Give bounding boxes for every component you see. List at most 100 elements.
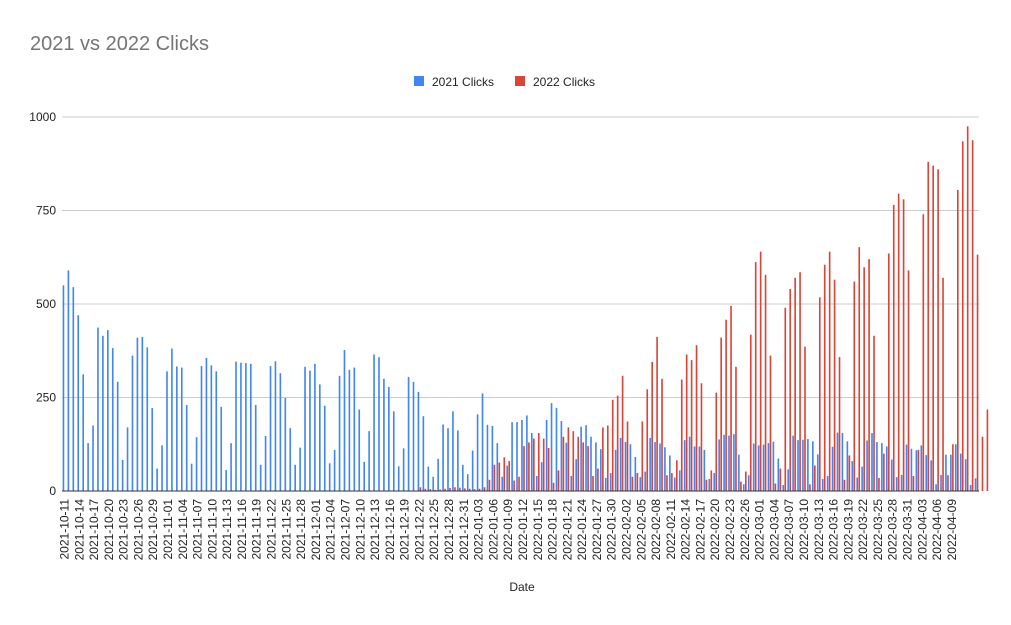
bar-2021-54 (328, 463, 331, 491)
bar-2021-169 (895, 477, 898, 491)
x-axis-ticks: 2021-10-11 2021-10-14 2021-10-17 2021-10-20… (57, 499, 958, 561)
bar-2022-97 (542, 438, 545, 491)
bar-2021-81 (461, 464, 464, 491)
series-2022-bars (419, 126, 989, 492)
bar-2022-128 (695, 345, 698, 491)
bar-2022-178 (942, 277, 944, 491)
bar-2022-96 (537, 433, 540, 491)
bar-2022-102 (567, 427, 570, 491)
bar-2021-93 (521, 419, 523, 491)
bar-2021-160 (851, 461, 854, 491)
bar-2021-122 (664, 447, 666, 491)
bar-2021-177 (935, 484, 937, 491)
y-tick-label: 0 (49, 484, 56, 498)
bar-2021-0 (62, 285, 65, 491)
bar-2022-184 (971, 140, 974, 491)
bar-2022-161 (858, 247, 861, 491)
bar-2022-132 (715, 392, 718, 491)
bar-2021-42 (269, 366, 272, 491)
bar-2022-83 (473, 489, 476, 491)
bar-2021-68 (397, 466, 400, 491)
bar-2021-107 (590, 436, 592, 491)
x-tick-label: 2021-11-01 (161, 499, 175, 560)
bar-2022-179 (947, 475, 949, 491)
bar-2022-80 (459, 487, 461, 491)
bar-2021-172 (910, 448, 913, 491)
x-tick-label: 2022-02-14 (679, 499, 693, 561)
bar-2021-7 (97, 327, 99, 491)
x-tick-label: 2022-01-24 (575, 499, 589, 561)
bar-2021-116 (634, 456, 637, 491)
x-tick-label: 2022-01-12 (516, 499, 530, 561)
bar-2022-77 (444, 488, 446, 491)
bar-2021-158 (841, 433, 844, 491)
bar-2021-43 (274, 361, 277, 491)
bar-2021-32 (220, 406, 223, 491)
bar-2022-79 (454, 487, 456, 491)
bar-2022-120 (656, 336, 658, 491)
bar-2021-23 (176, 366, 178, 491)
bar-2021-45 (284, 397, 287, 491)
bar-2022-122 (666, 475, 668, 491)
bar-2022-93 (523, 446, 525, 491)
bar-2021-85 (481, 393, 484, 491)
bar-2022-134 (725, 319, 727, 491)
x-tick-label: 2021-10-14 (72, 499, 86, 561)
y-tick-label: 250 (36, 391, 56, 405)
x-tick-label: 2021-10-29 (146, 499, 160, 561)
bar-2021-162 (861, 466, 863, 491)
x-tick-label: 2021-12-16 (383, 499, 397, 561)
bar-2022-172 (912, 476, 915, 491)
bar-2021-132 (713, 473, 716, 491)
bar-2022-103 (572, 431, 575, 491)
bar-2021-121 (659, 443, 661, 491)
x-tick-label: 2021-12-07 (338, 499, 352, 561)
bar-2022-88 (498, 462, 501, 491)
bar-2022-98 (547, 447, 550, 491)
bar-2022-106 (587, 446, 589, 491)
bar-2021-40 (259, 464, 262, 491)
bar-2022-111 (611, 399, 614, 491)
bar-2021-104 (575, 459, 577, 491)
x-tick-label: 2022-03-16 (827, 499, 841, 561)
bar-2021-34 (230, 443, 232, 491)
bar-2021-57 (343, 350, 346, 491)
bar-2021-78 (447, 428, 449, 491)
bar-2021-171 (905, 444, 908, 491)
x-axis-label: Date (509, 580, 535, 594)
x-tick-label: 2022-01-30 (605, 499, 619, 561)
bar-2021-176 (930, 460, 932, 491)
x-tick-label: 2021-12-22 (412, 499, 426, 561)
bar-2022-109 (602, 427, 604, 491)
bar-2021-49 (304, 366, 306, 491)
bar-2022-100 (557, 470, 560, 491)
bar-2021-1 (67, 270, 70, 491)
bar-2022-182 (961, 141, 964, 491)
legend-swatch-2022 (515, 76, 525, 86)
bar-2021-142 (762, 444, 765, 491)
bar-2022-76 (439, 489, 441, 491)
x-tick-label: 2021-10-26 (131, 499, 145, 561)
bar-2022-170 (902, 199, 905, 491)
x-tick-label: 2022-01-09 (501, 499, 515, 561)
bar-2021-67 (392, 411, 395, 491)
bar-2022-104 (577, 436, 580, 491)
bar-2021-181 (954, 444, 957, 491)
bar-2021-30 (210, 365, 213, 491)
bar-2022-81 (464, 488, 466, 491)
bar-2022-156 (833, 279, 836, 491)
bar-2021-84 (476, 414, 479, 491)
bar-2021-149 (797, 440, 799, 491)
bar-2022-129 (700, 383, 703, 491)
x-tick-label: 2021-12-01 (309, 499, 323, 561)
bar-2022-160 (853, 281, 856, 491)
x-tick-label: 2022-01-21 (560, 499, 574, 561)
y-axis-ticks: 0 250 500 750 1000 (29, 110, 56, 498)
bar-2022-85 (483, 487, 486, 491)
gridlines (62, 116, 979, 398)
bar-2022-151 (809, 484, 811, 491)
bar-2022-123 (671, 473, 673, 491)
bar-2022-133 (720, 337, 722, 491)
bar-2021-97 (540, 462, 543, 491)
bar-2021-131 (708, 479, 711, 491)
